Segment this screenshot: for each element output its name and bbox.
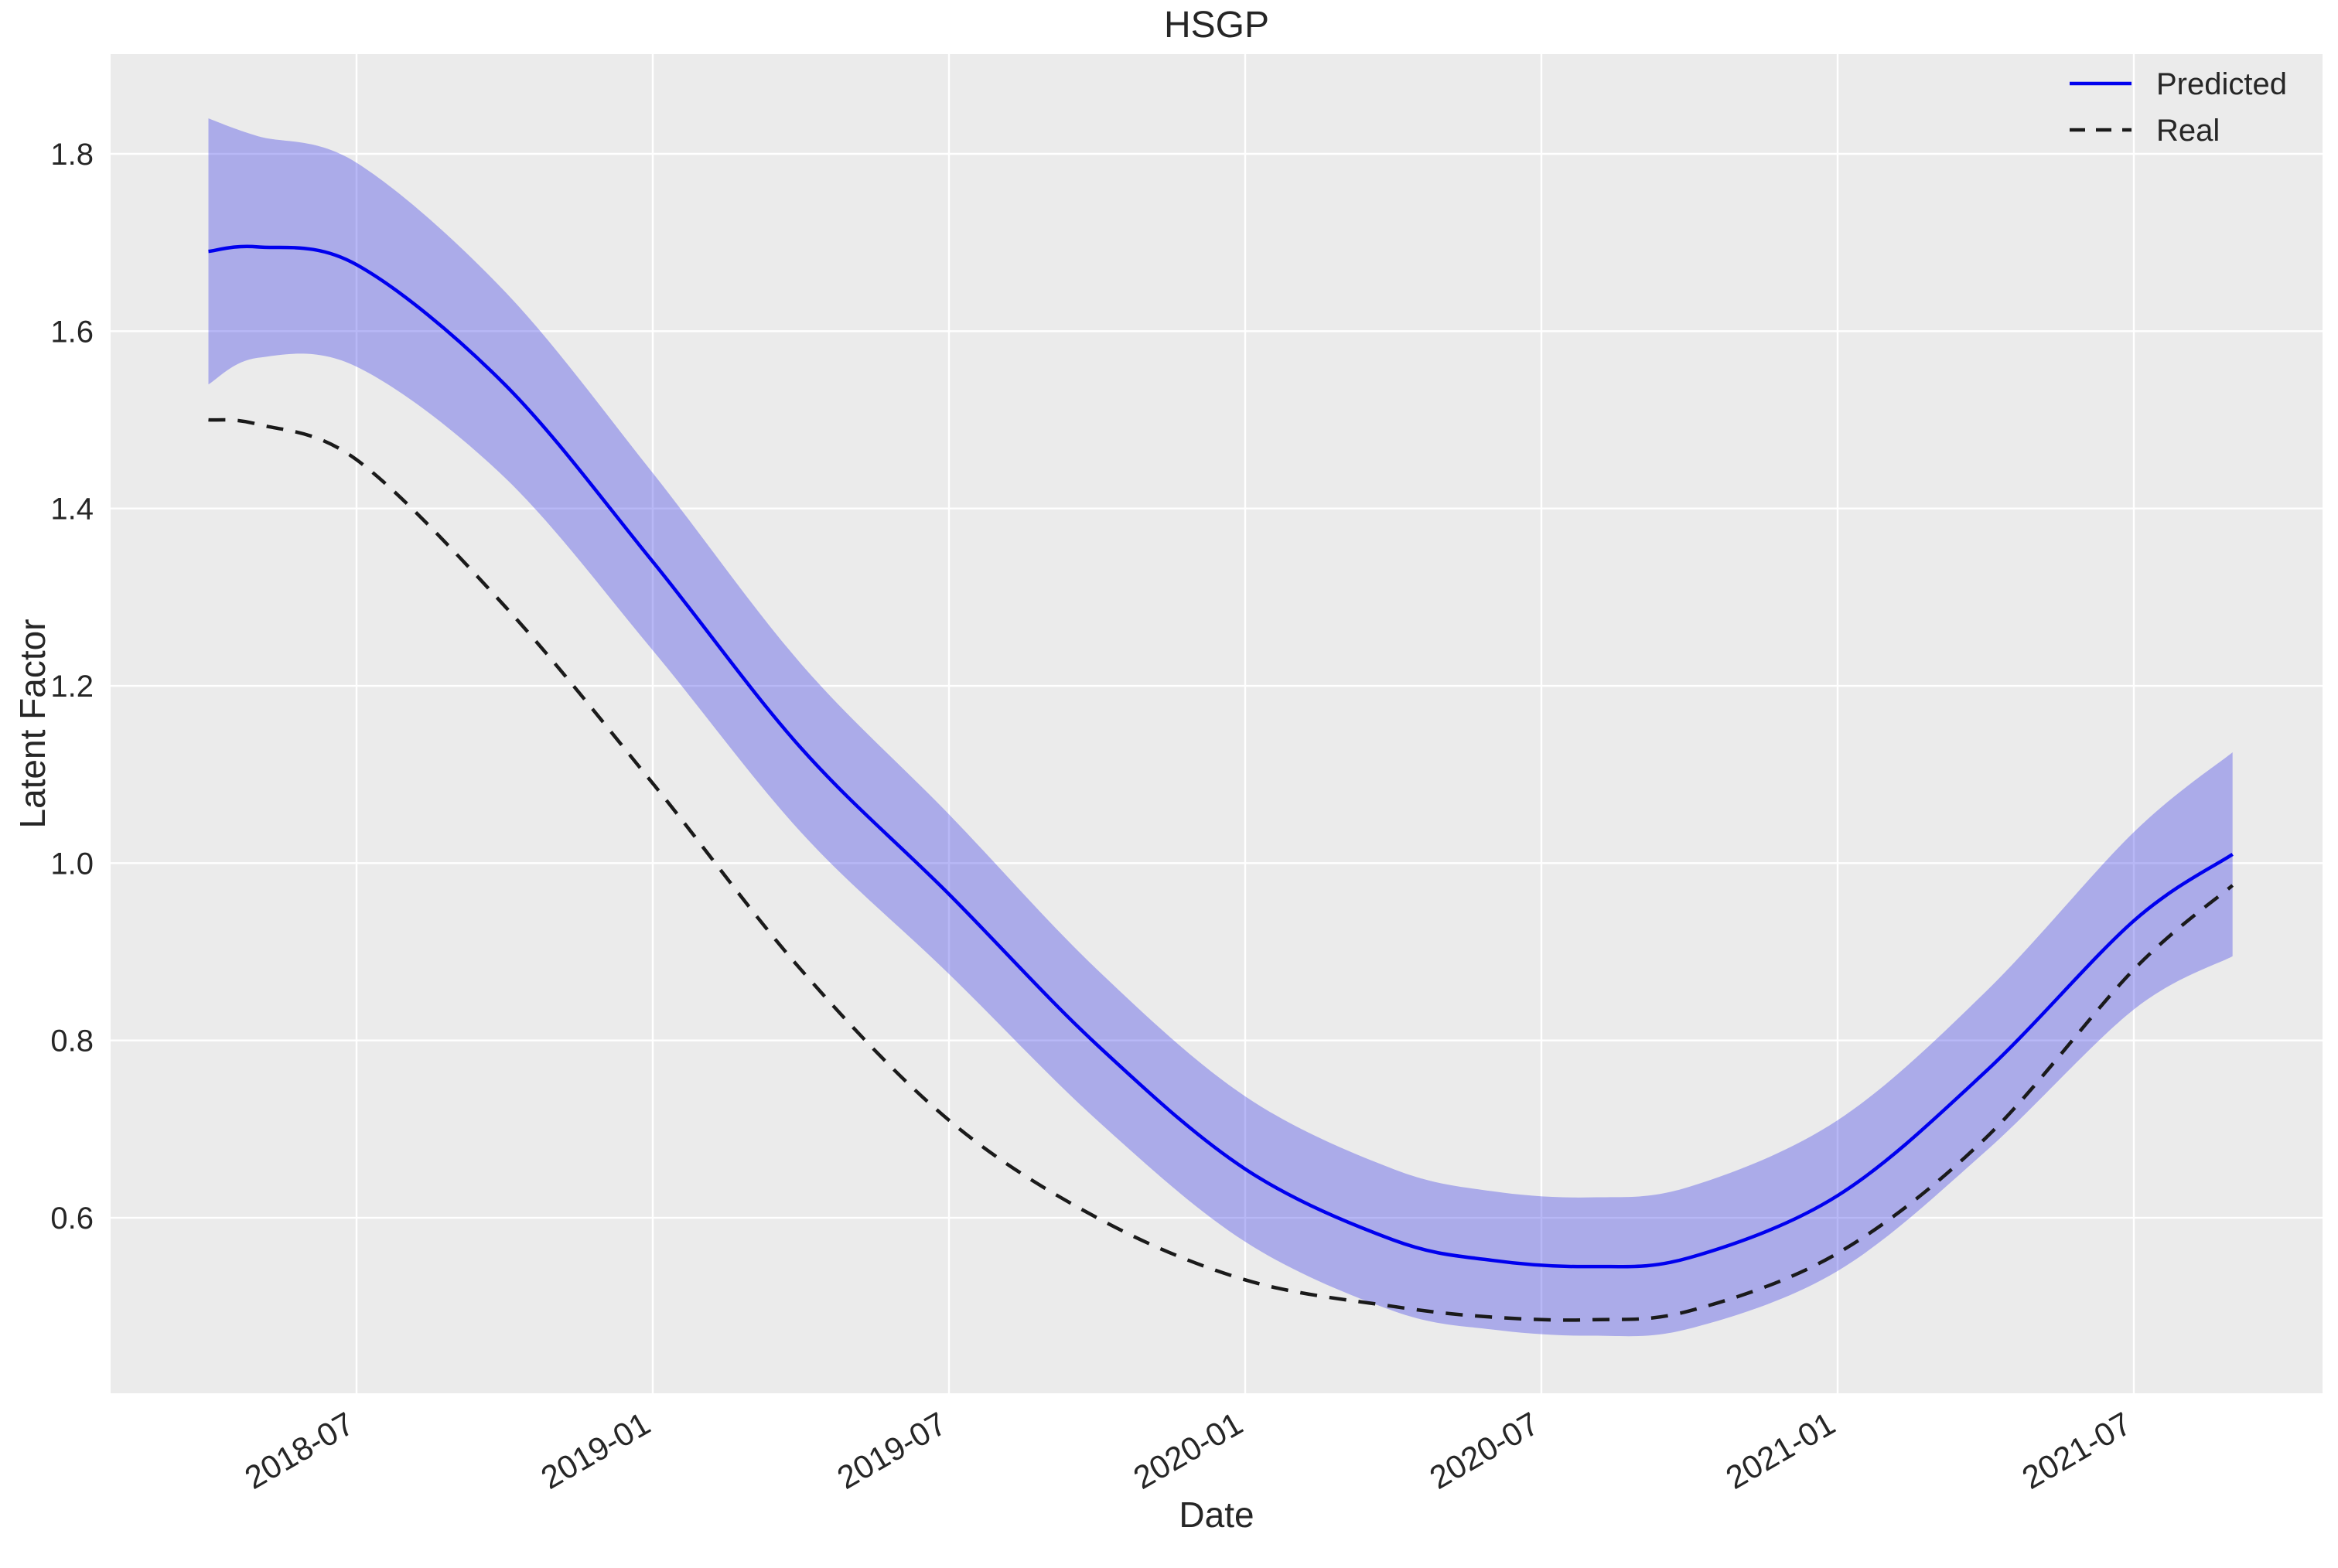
svg-text:0.6: 0.6 xyxy=(50,1202,94,1236)
svg-text:Predicted: Predicted xyxy=(2156,67,2287,101)
svg-text:HSGP: HSGP xyxy=(1164,5,1269,46)
svg-text:1.0: 1.0 xyxy=(50,847,94,881)
svg-text:1.2: 1.2 xyxy=(50,670,94,704)
svg-text:1.8: 1.8 xyxy=(50,138,94,172)
svg-text:Real: Real xyxy=(2156,114,2220,148)
svg-text:Date: Date xyxy=(1179,1495,1254,1535)
svg-text:Latent Factor: Latent Factor xyxy=(12,619,53,828)
svg-text:1.4: 1.4 xyxy=(50,493,94,527)
svg-text:0.8: 0.8 xyxy=(50,1024,94,1058)
svg-text:1.6: 1.6 xyxy=(50,315,94,349)
